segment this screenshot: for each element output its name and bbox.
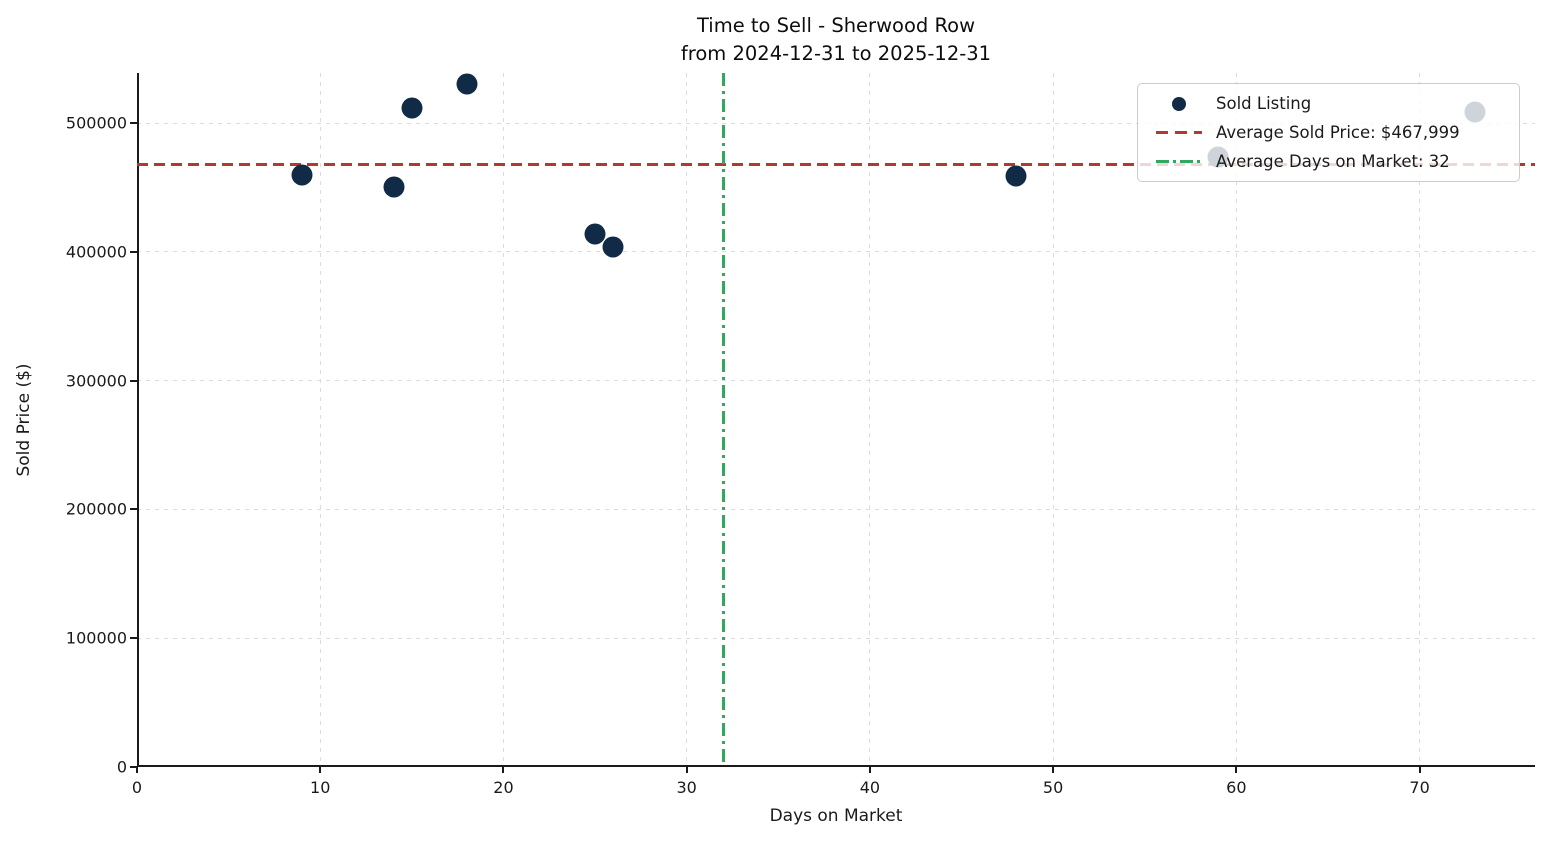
- gridline-horizontal: [137, 508, 1535, 510]
- data-point: [1005, 165, 1027, 187]
- y-tick-mark: [130, 508, 137, 511]
- data-point: [291, 164, 313, 186]
- dashed-line-icon: [1156, 131, 1202, 134]
- x-tick-mark: [1052, 766, 1055, 773]
- x-tick-mark: [868, 766, 871, 773]
- x-tick-mark: [319, 766, 322, 773]
- average-sold-price-line: [137, 162, 1535, 166]
- gridline-vertical: [686, 73, 688, 767]
- sold-listing-dot-icon: [1172, 96, 1186, 111]
- x-tick-mark: [136, 766, 138, 773]
- chart-title: Time to Sell - Sherwood Row from 2024-12…: [137, 12, 1535, 68]
- gridline-vertical: [1235, 73, 1237, 767]
- x-tick-label: 20: [493, 778, 514, 797]
- x-tick-mark: [1235, 766, 1238, 773]
- x-axis-label: Days on Market: [769, 806, 903, 826]
- gridline-vertical: [1052, 73, 1054, 767]
- x-tick-label: 40: [859, 778, 881, 797]
- gridline-vertical: [319, 73, 321, 767]
- gridline-horizontal: [137, 380, 1535, 382]
- y-tick-label: 400000: [65, 242, 127, 262]
- y-tick-label: 100000: [65, 628, 127, 648]
- y-tick-label: 500000: [65, 113, 127, 133]
- legend-item-average-days: Average Days on Market: 32: [1150, 147, 1519, 176]
- legend-label: Sold Listing: [1216, 94, 1312, 113]
- y-tick-label: 300000: [65, 371, 127, 391]
- x-tick-label: 10: [310, 778, 331, 797]
- legend-label: Average Days on Market: 32: [1216, 152, 1450, 171]
- dashdot-line-icon: [1156, 160, 1202, 163]
- y-tick-mark: [130, 122, 137, 125]
- legend: Sold Listing Average Sold Price: $467,99…: [1137, 83, 1520, 182]
- gridline-vertical: [502, 73, 504, 767]
- gridline-horizontal: [137, 637, 1535, 639]
- gridline-vertical: [1419, 73, 1421, 767]
- y-tick-label: 200000: [65, 499, 127, 519]
- chart-title-line1: Time to Sell - Sherwood Row: [696, 14, 976, 37]
- data-point: [383, 176, 404, 198]
- data-point: [584, 223, 606, 245]
- plot-area: [137, 73, 1535, 767]
- gridline-horizontal: [137, 122, 1535, 124]
- y-tick-mark: [130, 637, 137, 640]
- x-tick-label: 0: [131, 778, 143, 797]
- legend-item-average-sold-price: Average Sold Price: $467,999: [1150, 118, 1519, 147]
- x-tick-label: 30: [676, 778, 697, 797]
- x-tick-label: 70: [1409, 778, 1430, 797]
- legend-label: Average Sold Price: $467,999: [1216, 123, 1460, 142]
- chart-title-line2: from 2024-12-31 to 2025-12-31: [680, 42, 992, 65]
- data-point: [602, 236, 624, 258]
- average-days-on-market-line: [721, 73, 725, 767]
- x-tick-mark: [1418, 766, 1421, 773]
- gridline-vertical: [869, 73, 871, 767]
- legend-item-sold-listing: Sold Listing: [1150, 89, 1519, 118]
- data-point: [456, 73, 478, 95]
- x-tick-mark: [685, 766, 688, 773]
- y-tick-label: 0: [116, 757, 127, 777]
- gridline-horizontal: [137, 251, 1535, 253]
- x-tick-label: 50: [1042, 778, 1064, 797]
- data-point: [401, 97, 423, 119]
- x-tick-label: 60: [1226, 778, 1247, 797]
- y-tick-mark: [130, 766, 137, 768]
- y-axis-label: Sold Price ($): [14, 363, 34, 477]
- y-tick-mark: [130, 250, 137, 253]
- x-tick-mark: [502, 766, 505, 773]
- y-tick-mark: [130, 379, 137, 382]
